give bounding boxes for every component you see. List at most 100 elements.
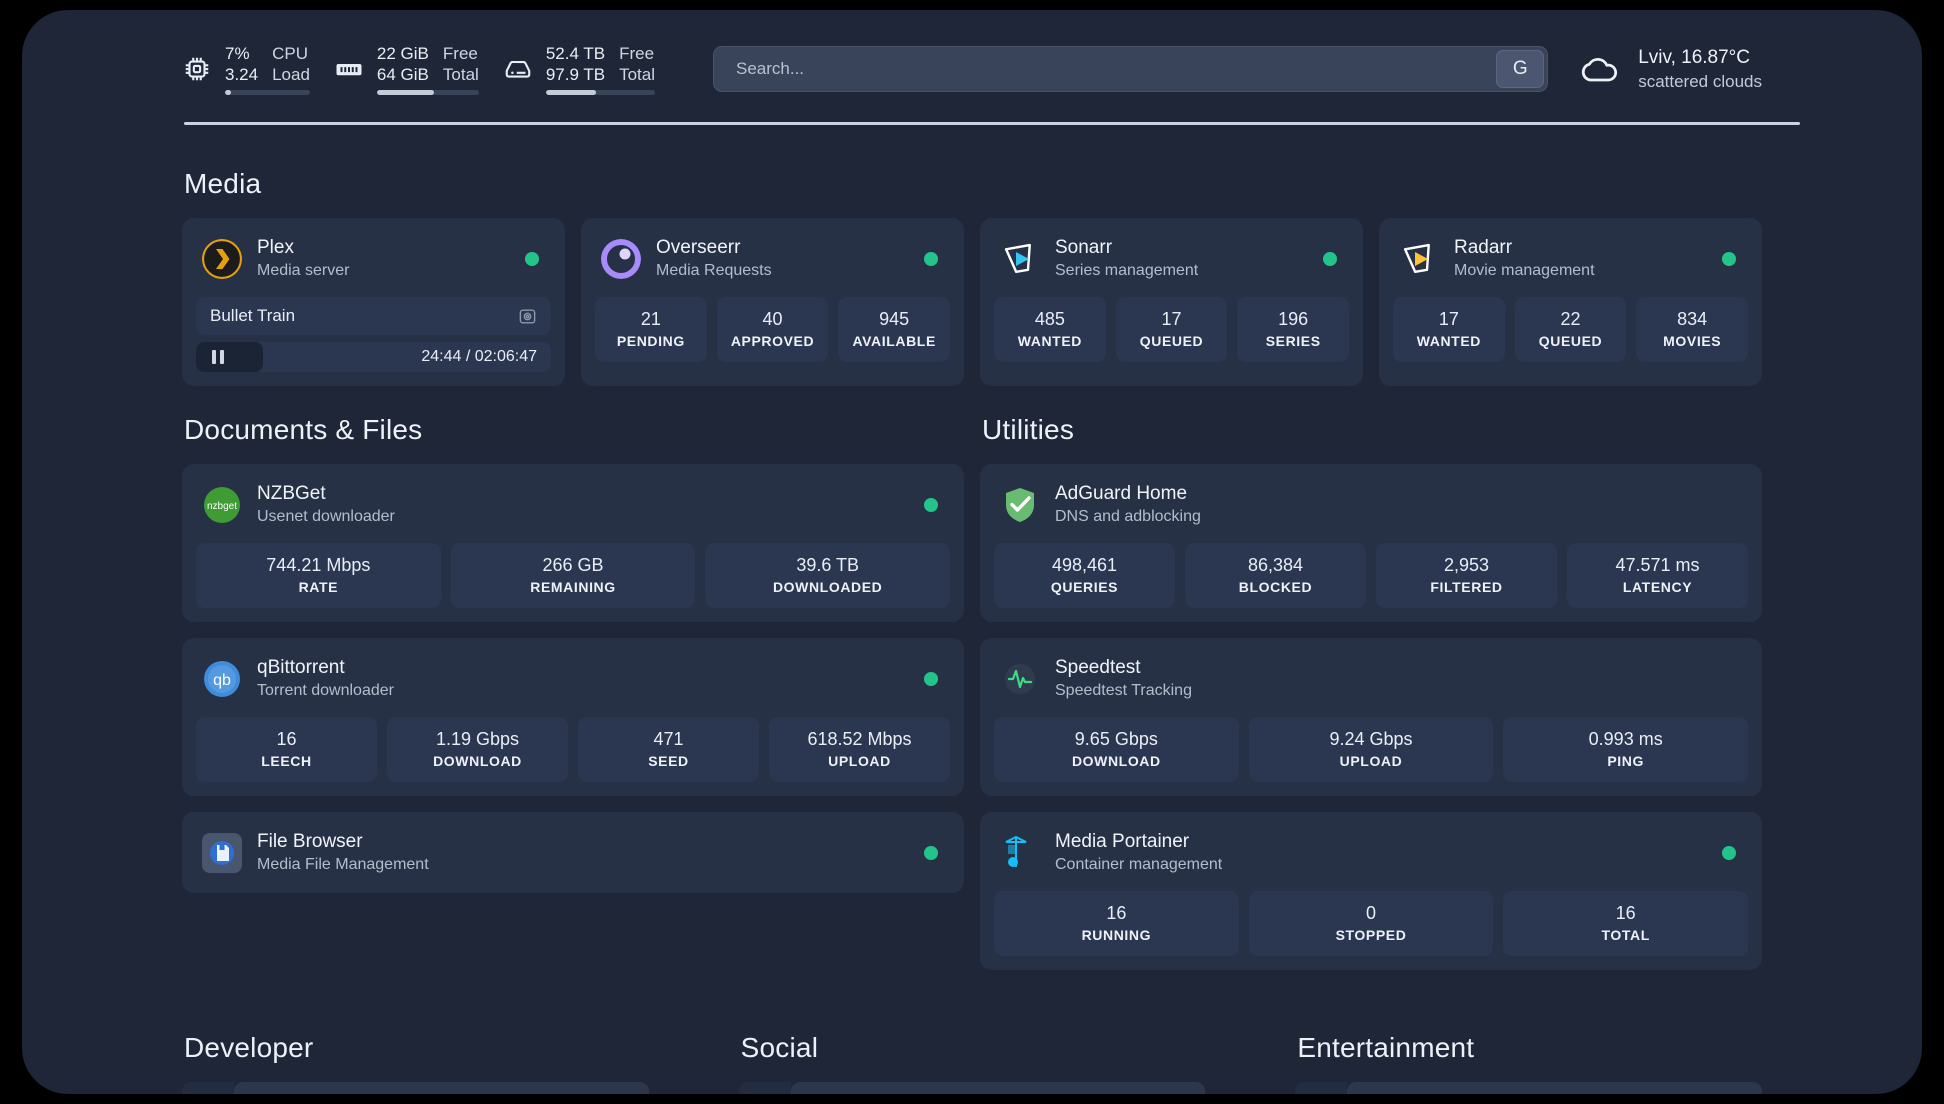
service-subtitle: DNS and adblocking [1055, 508, 1201, 525]
status-badge [525, 251, 539, 266]
stat-value: 834 [1677, 309, 1708, 329]
service-card-media-portainer[interactable]: Media Portainer Container management 16 … [980, 812, 1762, 970]
service-card-speedtest[interactable]: Speedtest Speedtest Tracking 9.65 Gbps D… [980, 638, 1762, 796]
memory-total: 64 GiB [376, 65, 429, 84]
service-card-sonarr[interactable]: Sonarr Series management 485 WANTED 17 Q… [980, 218, 1363, 386]
stat-value: 498,461 [1051, 555, 1118, 575]
service-name: qBittorrent [257, 657, 345, 678]
now-playing-title: Bullet Train [210, 306, 296, 325]
stat-label: UPLOAD [828, 753, 891, 769]
dashboard-content: Media Plex Media server [22, 140, 1922, 1094]
stat-label: RUNNING [1081, 927, 1152, 943]
cpu-label-bottom: Load [272, 65, 310, 84]
portainer-icon [1000, 833, 1040, 873]
radarr-icon [1399, 239, 1439, 279]
bookmark-item-linkedin[interactable]: LI LinkedIn linkedin.com [738, 1082, 1206, 1094]
stat-value: 39.6 TB [796, 555, 860, 575]
disk-used: 52.4 TB [545, 44, 606, 63]
stat-cell: 834 MOVIES [1636, 297, 1749, 362]
bookmark-badge: YT [1295, 1082, 1348, 1094]
stat-cell: 17 WANTED [1393, 297, 1505, 362]
stat-label: TOTAL [1601, 927, 1650, 943]
memory-widget[interactable]: 22 GiB 64 GiB Free Total [334, 43, 479, 95]
bookmark-badge: GH [182, 1082, 234, 1094]
card-header: nzbget NZBGet Usenet downloader [196, 478, 950, 531]
memory-label-bottom: Total [442, 65, 479, 84]
stat-value: 16 [1615, 903, 1636, 923]
stats-row: 498,461 QUERIES 86,384 BLOCKED 2,953 FIL… [994, 543, 1748, 608]
stat-value: 17 [1438, 309, 1459, 329]
stat-label: DOWNLOAD [1071, 753, 1161, 769]
stat-cell: 17 QUEUED [1115, 297, 1228, 362]
service-subtitle: Media server [257, 262, 350, 279]
top-bar: 7% 3.24 CPU Load [22, 10, 1922, 128]
stat-label: APPROVED [730, 333, 815, 349]
service-card-radarr[interactable]: Radarr Movie management 17 WANTED 22 QUE… [1379, 218, 1762, 386]
ram-icon [334, 54, 364, 84]
stat-cell: 22 QUEUED [1514, 297, 1627, 362]
stat-value: 1.19 Gbps [435, 729, 520, 749]
stat-cell: 47.571 ms LATENCY [1567, 543, 1748, 608]
overseerr-icon [601, 238, 641, 279]
stat-label: BLOCKED [1238, 579, 1313, 595]
disk-widget[interactable]: 52.4 TB 97.9 TB Free Total [503, 43, 655, 95]
service-card-plex[interactable]: Plex Media server Bullet Train [182, 218, 565, 386]
cast-icon[interactable] [518, 307, 537, 326]
stat-value: 945 [879, 309, 910, 329]
documents-column: nzbget NZBGet Usenet downloader 744.21 M… [182, 464, 964, 893]
cpu-icon [182, 54, 212, 84]
stat-label: DOWNLOAD [433, 753, 522, 769]
cloud-icon [1578, 47, 1622, 91]
service-subtitle: Container management [1055, 856, 1223, 873]
pause-icon[interactable] [212, 350, 224, 364]
memory-label-top: Free [442, 44, 478, 63]
disk-label-top: Free [619, 44, 655, 63]
weather-location-temp: Lviv, 16.87°C [1638, 47, 1751, 68]
stats-row: 485 WANTED 17 QUEUED 196 SERIES [994, 297, 1350, 362]
stats-row: 16 LEECH 1.19 Gbps DOWNLOAD 471 SEED [196, 717, 950, 782]
card-header: Speedtest Speedtest Tracking [994, 652, 1748, 705]
bookmark-item-github[interactable]: GH Github github.com [182, 1082, 649, 1094]
stat-value: 0 [1366, 903, 1377, 923]
header-divider [184, 122, 1800, 125]
service-name: NZBGet [257, 483, 326, 504]
section-title-documents: Documents & Files [184, 414, 423, 445]
weather-widget[interactable]: Lviv, 16.87°C scattered clouds [1578, 45, 1762, 93]
bookmark-item-youtube[interactable]: YT YouTube youtube.com [1295, 1082, 1762, 1094]
service-card-qbittorrent[interactable]: qb qBittorrent Torrent downloader 16 [182, 638, 964, 796]
bookmark-group-title: Developer [184, 1032, 314, 1063]
service-name: File Browser [257, 831, 363, 852]
search-engine-button[interactable]: G [1496, 50, 1545, 88]
stat-label: UPLOAD [1339, 753, 1403, 769]
service-name: AdGuard Home [1055, 483, 1188, 504]
stat-value: 744.21 Mbps [266, 555, 371, 575]
service-card-overseerr[interactable]: Overseerr Media Requests 21 PENDING 40 A… [581, 218, 964, 386]
service-card-nzbget[interactable]: nzbget NZBGet Usenet downloader 744.21 M… [182, 464, 964, 622]
section-title-utilities: Utilities [982, 414, 1075, 445]
stat-value: 9.65 Gbps [1074, 729, 1158, 749]
stat-value: 22 [1560, 309, 1581, 329]
memory-used: 22 GiB [376, 44, 429, 63]
service-card-adguard-home[interactable]: AdGuard Home DNS and adblocking 498,461 … [980, 464, 1762, 622]
stat-label: QUEUED [1538, 333, 1603, 349]
stat-cell: 16 TOTAL [1503, 891, 1749, 956]
stat-value: 17 [1161, 309, 1182, 329]
stat-value: 16 [276, 729, 297, 749]
cpu-percent: 7% [225, 44, 250, 63]
service-subtitle: Series management [1055, 262, 1199, 279]
memory-usage-bar [376, 90, 479, 95]
cpu-widget[interactable]: 7% 3.24 CPU Load [182, 43, 310, 95]
plex-progress-bar[interactable]: 24:44 / 02:06:47 [196, 342, 551, 372]
service-card-file-browser[interactable]: File Browser Media File Management [182, 812, 964, 893]
stat-label: RATE [298, 579, 339, 595]
stat-value: 485 [1034, 309, 1065, 329]
status-badge [1323, 251, 1337, 266]
svg-text:nzbget: nzbget [207, 501, 237, 512]
search-input[interactable]: Search... [712, 46, 1549, 92]
stat-cell: 744.21 Mbps RATE [196, 543, 441, 608]
stat-cell: 40 APPROVED [716, 297, 829, 362]
card-header: Plex Media server [196, 232, 551, 285]
stat-cell: 16 LEECH [196, 717, 377, 782]
stat-value: 9.24 Gbps [1329, 729, 1413, 749]
plex-icon [202, 238, 242, 279]
